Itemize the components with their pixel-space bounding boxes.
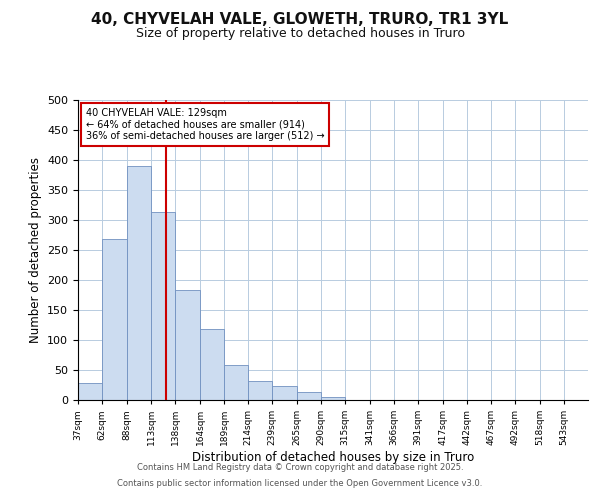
Y-axis label: Number of detached properties: Number of detached properties [29,157,41,343]
Bar [151,212,175,400]
Bar [200,329,224,400]
Bar [272,386,297,400]
Text: Contains public sector information licensed under the Open Government Licence v3: Contains public sector information licen… [118,478,482,488]
Bar [102,239,127,400]
Bar [248,381,272,400]
Text: 40 CHYVELAH VALE: 129sqm
← 64% of detached houses are smaller (914)
36% of semi-: 40 CHYVELAH VALE: 129sqm ← 64% of detach… [86,108,324,140]
Bar [297,392,321,400]
X-axis label: Distribution of detached houses by size in Truro: Distribution of detached houses by size … [192,451,474,464]
Bar [224,365,248,400]
Bar [127,166,151,400]
Bar [78,383,102,400]
Text: Contains HM Land Registry data © Crown copyright and database right 2025.: Contains HM Land Registry data © Crown c… [137,464,463,472]
Bar [321,397,345,400]
Text: Size of property relative to detached houses in Truro: Size of property relative to detached ho… [136,28,464,40]
Bar [175,290,200,400]
Text: 40, CHYVELAH VALE, GLOWETH, TRURO, TR1 3YL: 40, CHYVELAH VALE, GLOWETH, TRURO, TR1 3… [91,12,509,28]
